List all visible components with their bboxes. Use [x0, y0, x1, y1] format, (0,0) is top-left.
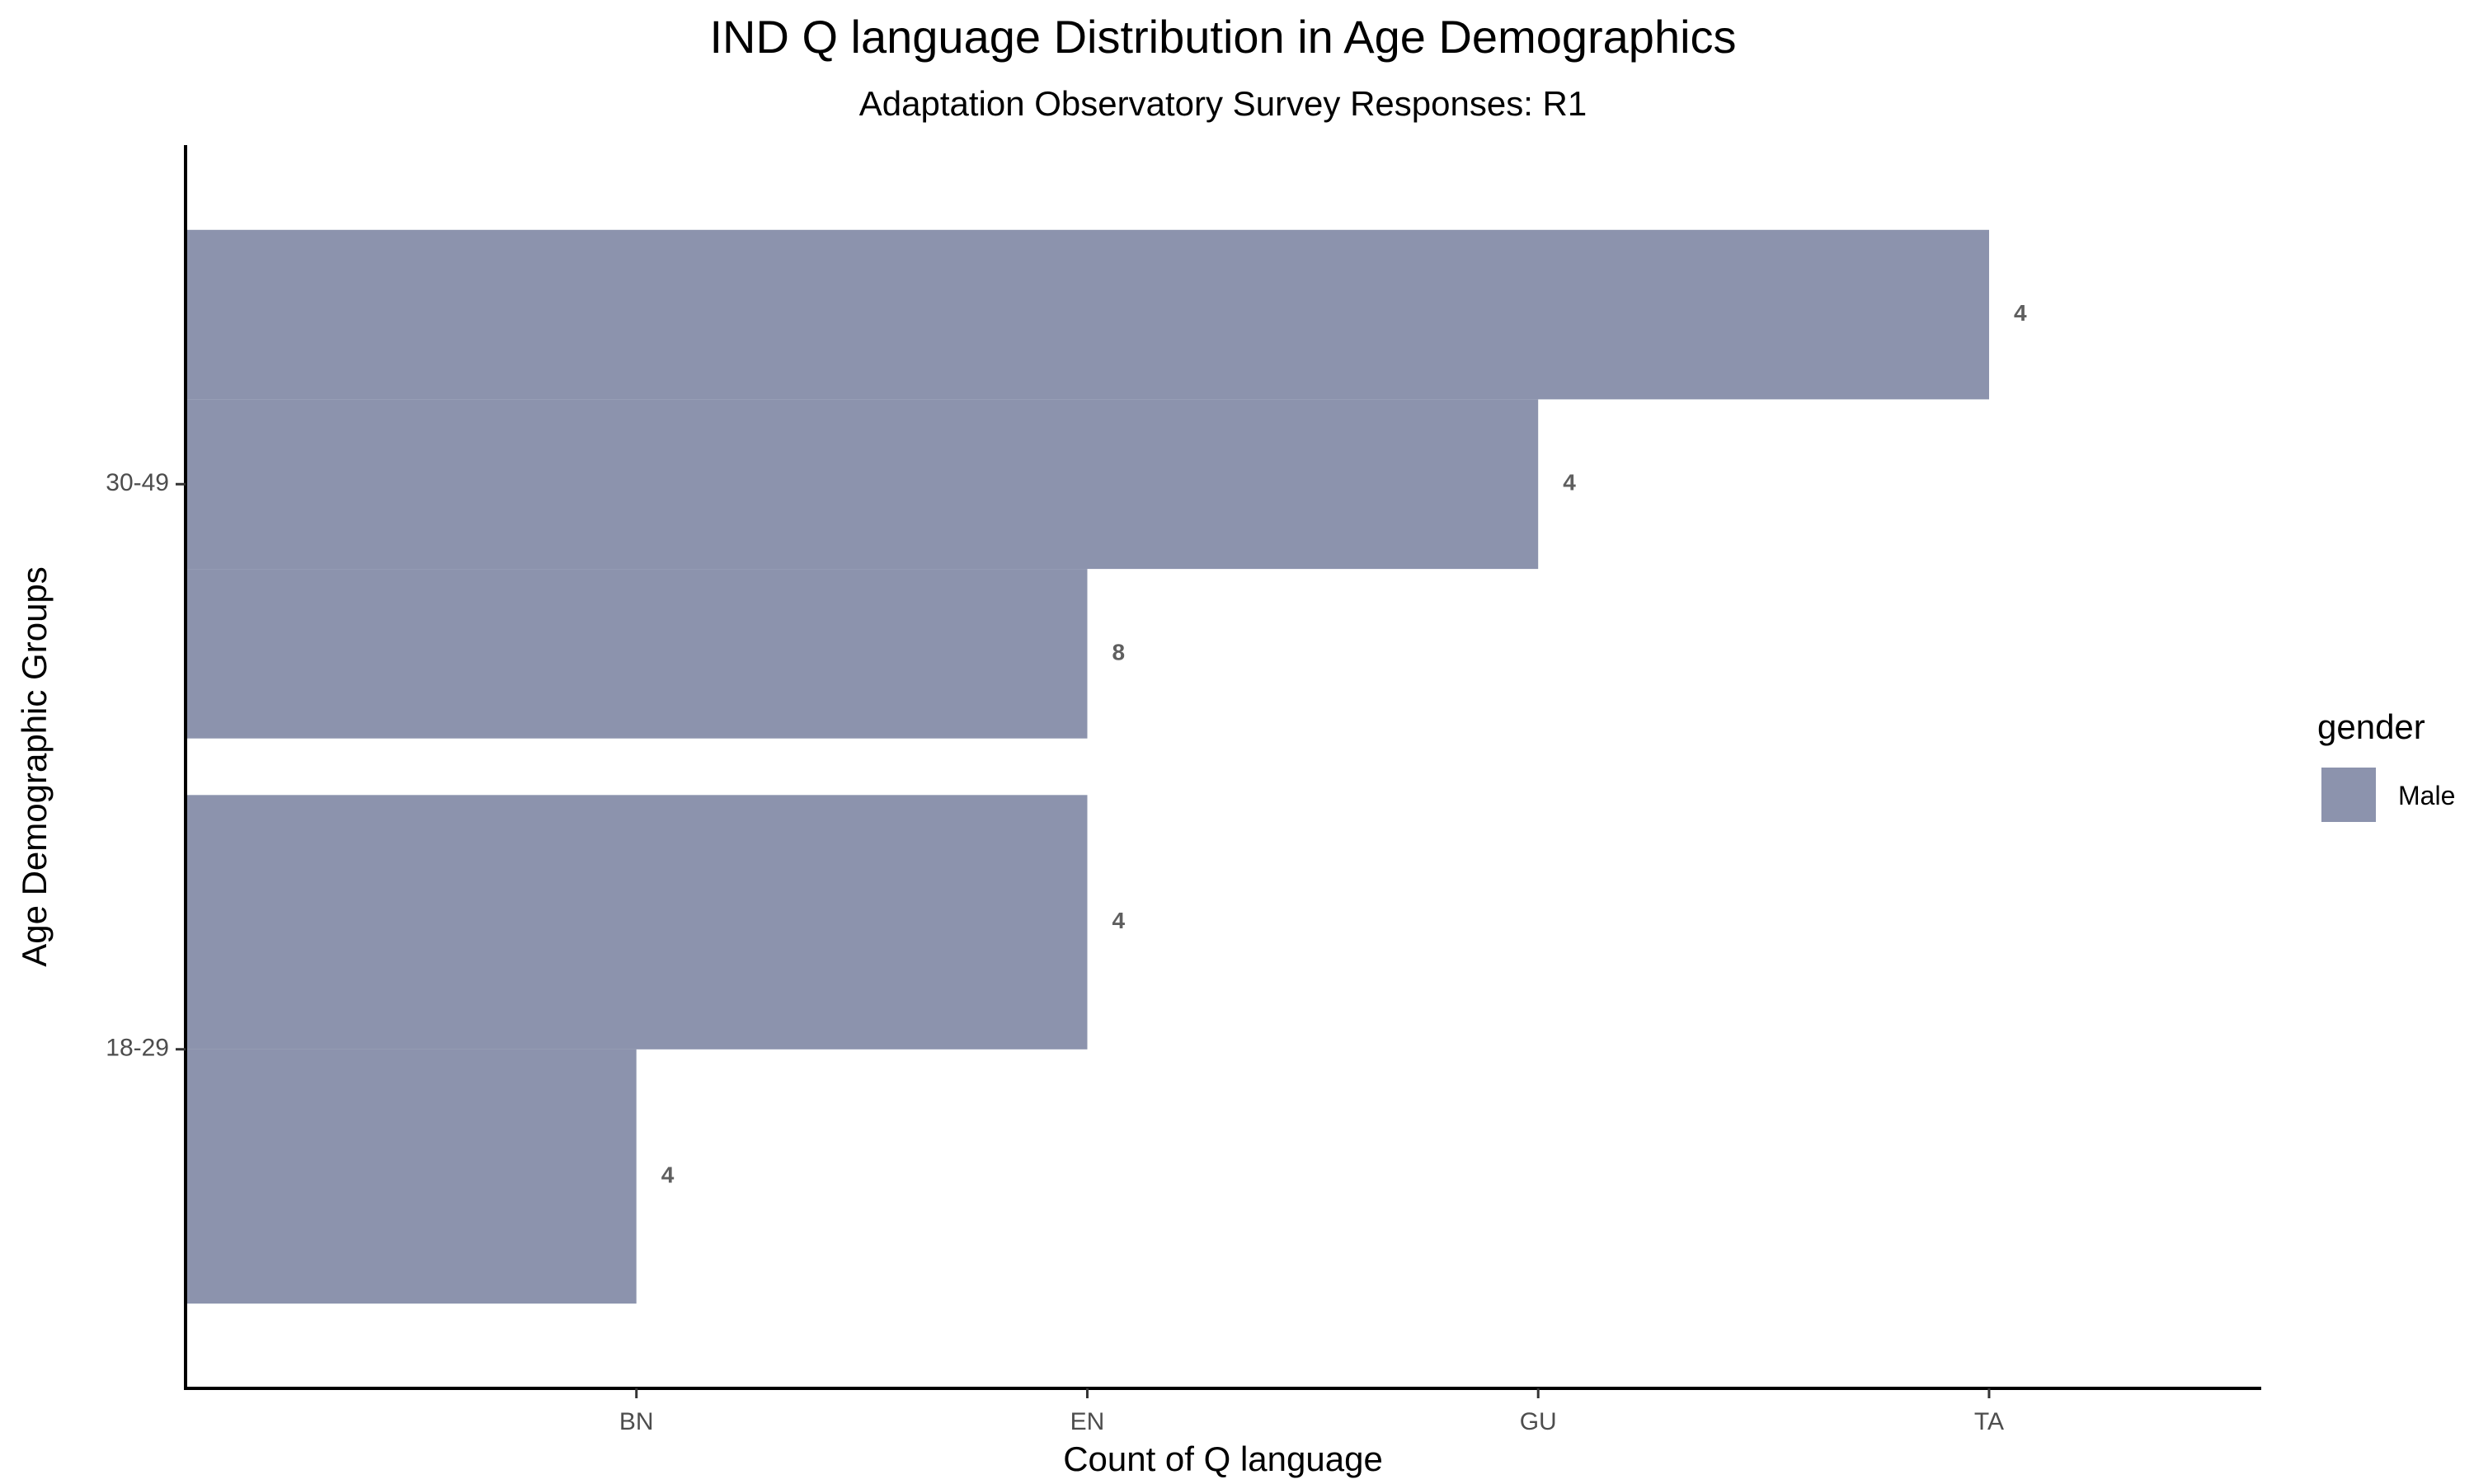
- legend-label-male: Male: [2398, 781, 2455, 810]
- x-tick-label-bn: BN: [619, 1408, 654, 1435]
- y-axis-title: Age Demographic Groups: [15, 566, 54, 967]
- x-tick-label-gu: GU: [1520, 1408, 1557, 1435]
- bar-label-18-29-bn: 4: [661, 1162, 675, 1187]
- bar-label-18-29-en: 4: [1112, 908, 1126, 933]
- x-tick-label-en: EN: [1070, 1408, 1105, 1435]
- chart-subtitle: Adaptation Observatory Survey Responses:…: [859, 84, 1587, 123]
- x-ticks-layer: BN EN GU TA: [619, 1388, 2004, 1435]
- x-tick-label-ta: TA: [1974, 1408, 2004, 1435]
- x-axis-title: Count of Q language: [1063, 1439, 1383, 1478]
- bar-18-29-en: [186, 795, 1088, 1050]
- y-tick-label-18-29: 18-29: [106, 1035, 169, 1062]
- y-tick-label-30-49: 30-49: [106, 469, 169, 496]
- bar-18-29-bn: [186, 1049, 637, 1304]
- bar-labels-layer: 4 4 8 4 4: [661, 300, 2027, 1187]
- bars-layer: [186, 229, 1989, 1304]
- bar-label-30-49-en: 8: [1112, 639, 1126, 665]
- bar-30-49-en: [186, 569, 1088, 739]
- legend-swatch-male: [2321, 768, 2376, 822]
- bar-30-49-gu: [186, 399, 1539, 570]
- legend-title: gender: [2317, 707, 2425, 746]
- bar-label-30-49-gu: 4: [1563, 470, 1576, 495]
- chart-title: IND Q language Distribution in Age Demog…: [709, 11, 1736, 63]
- y-ticks-layer: 18-29 30-49: [106, 469, 186, 1062]
- bar-label-30-49-ta: 4: [2014, 300, 2027, 326]
- bar-30-49-ta: [186, 229, 1989, 400]
